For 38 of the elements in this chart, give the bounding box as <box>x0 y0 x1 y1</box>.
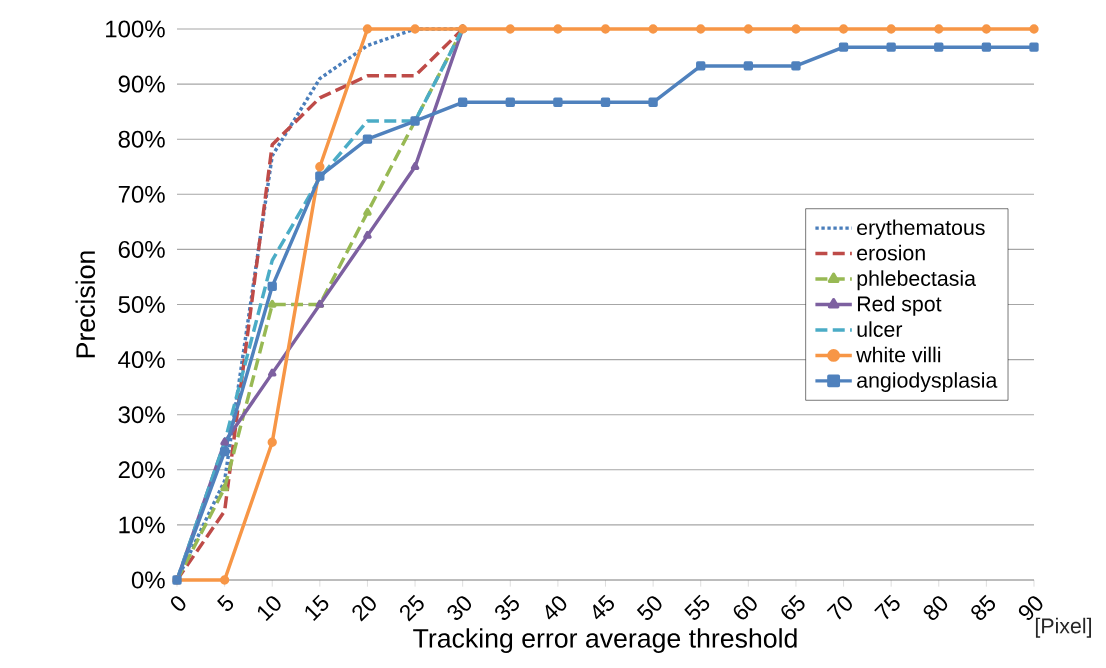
legend-label: ulcer <box>857 321 903 337</box>
x-tick-label: 65 <box>781 594 805 620</box>
x-tick-label: 50 <box>636 596 662 621</box>
y-tick-label: 50% <box>118 295 165 313</box>
y-tick-label: 30% <box>118 406 165 424</box>
x-tick-label: 15 <box>305 594 329 621</box>
y-tick-label: 70% <box>118 185 165 203</box>
y-tick-label: 60% <box>118 240 165 258</box>
x-axis-title: Tracking error average threshold <box>413 628 797 654</box>
y-tick-label: 40% <box>118 351 165 369</box>
x-tick-label: 45 <box>593 594 614 620</box>
legend-label: Red spot <box>857 295 942 316</box>
legend-label: white villi <box>856 346 941 363</box>
x-tick-label: 35 <box>495 594 519 620</box>
x-tick-label: 70 <box>826 596 852 620</box>
legend-label: phlebectasia <box>857 270 976 291</box>
legend-label: erosion <box>857 244 925 261</box>
x-tick-label: 60 <box>733 596 757 620</box>
x-tick-label: 80 <box>923 596 948 620</box>
y-tick-label: 80% <box>118 130 165 148</box>
x-tick-label: 55 <box>684 594 710 620</box>
x-tick-label: 10 <box>257 596 281 622</box>
y-tick-label: 100% <box>106 20 165 38</box>
y-tick-label: 90% <box>118 75 165 93</box>
y-tick-label: 20% <box>118 461 165 479</box>
legend-label: erythematous <box>857 219 985 240</box>
x-tick-label: 25 <box>399 594 424 622</box>
x-tick-label: 40 <box>545 596 567 620</box>
x-tick-label: 20 <box>352 596 376 622</box>
y-tick-label: 10% <box>119 516 165 534</box>
x-tick-label: 75 <box>874 594 900 620</box>
y-axis-title: Precision <box>75 251 96 358</box>
x-tick-label: 85 <box>971 594 996 620</box>
x-tick-label: 5 <box>217 594 234 611</box>
legend-label: angiodysplasia <box>857 372 998 393</box>
x-tick-label: 0 <box>170 596 186 611</box>
y-tick-label: 0% <box>131 571 165 589</box>
x-tick-label: 30 <box>447 596 472 620</box>
